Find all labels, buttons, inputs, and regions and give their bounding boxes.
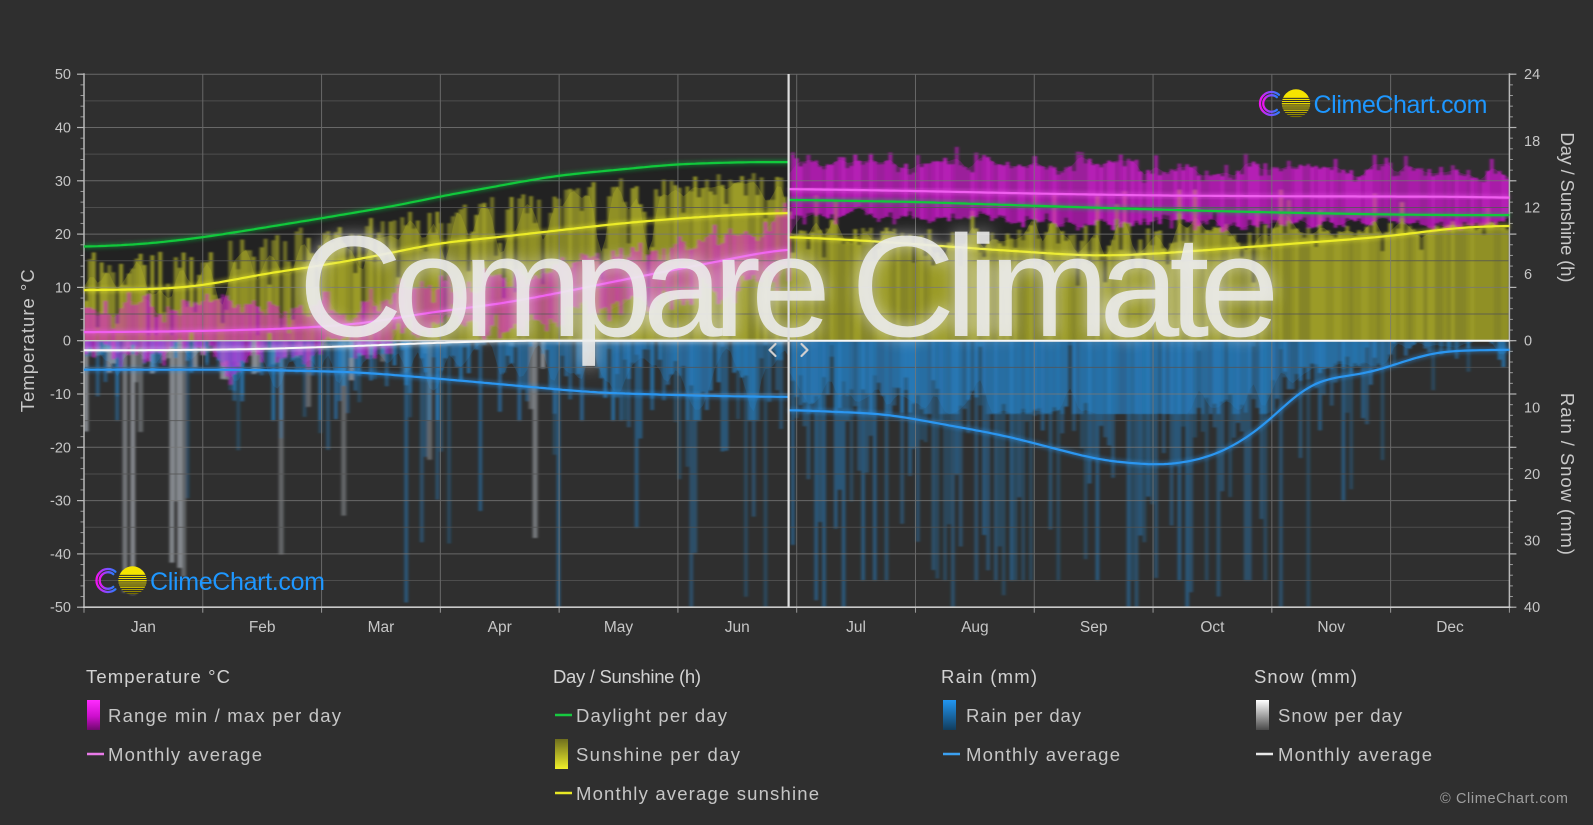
svg-text:Monthly average: Monthly average <box>108 744 262 765</box>
svg-text:30: 30 <box>1524 534 1540 550</box>
svg-text:Snow (mm): Snow (mm) <box>1254 666 1357 687</box>
svg-text:Sunshine per day: Sunshine per day <box>576 744 741 765</box>
svg-text:© ClimeChart.com: © ClimeChart.com <box>1440 791 1568 807</box>
svg-text:20: 20 <box>55 227 71 243</box>
svg-text:-20: -20 <box>50 440 71 456</box>
svg-text:ClimeChart.com: ClimeChart.com <box>150 568 325 596</box>
svg-text:Apr: Apr <box>488 619 512 636</box>
svg-text:May: May <box>604 619 634 636</box>
svg-text:Rain per day: Rain per day <box>966 705 1082 726</box>
svg-text:10: 10 <box>1524 400 1540 416</box>
svg-text:Jul: Jul <box>846 619 866 636</box>
svg-text:24: 24 <box>1524 67 1540 83</box>
svg-text:Jan: Jan <box>131 619 156 636</box>
svg-text:Range min / max per day: Range min / max per day <box>108 705 342 726</box>
svg-text:Mar: Mar <box>368 619 395 636</box>
svg-text:Temperature °C: Temperature °C <box>17 269 38 412</box>
svg-text:6: 6 <box>1524 267 1532 283</box>
svg-text:0: 0 <box>1524 334 1532 350</box>
svg-text:50: 50 <box>55 67 71 83</box>
svg-text:Snow per day: Snow per day <box>1278 705 1403 726</box>
svg-text:Dec: Dec <box>1436 619 1464 636</box>
svg-text:Rain / Snow (mm): Rain / Snow (mm) <box>1557 393 1578 555</box>
svg-text:10: 10 <box>55 280 71 296</box>
svg-text:ClimeChart.com: ClimeChart.com <box>1314 91 1488 119</box>
svg-text:Monthly average sunshine: Monthly average sunshine <box>576 783 819 804</box>
svg-text:12: 12 <box>1524 201 1540 217</box>
svg-text:40: 40 <box>55 121 71 137</box>
svg-text:Sep: Sep <box>1080 619 1108 636</box>
svg-text:Monthly average: Monthly average <box>966 744 1120 765</box>
svg-text:Feb: Feb <box>249 619 276 636</box>
svg-text:Daylight per day: Daylight per day <box>576 705 728 726</box>
svg-text:Jun: Jun <box>725 619 750 636</box>
svg-text:Oct: Oct <box>1200 619 1225 636</box>
svg-text:-50: -50 <box>50 600 71 616</box>
svg-text:Temperature °C: Temperature °C <box>86 666 230 687</box>
svg-text:Nov: Nov <box>1317 619 1345 636</box>
svg-text:18: 18 <box>1524 134 1540 150</box>
svg-text:Rain (mm): Rain (mm) <box>941 666 1037 687</box>
svg-text:30: 30 <box>55 174 71 190</box>
svg-text:Monthly average: Monthly average <box>1278 744 1432 765</box>
svg-text:-30: -30 <box>50 494 71 510</box>
svg-text:Day / Sunshine (h): Day / Sunshine (h) <box>553 666 701 687</box>
svg-text:20: 20 <box>1524 467 1540 483</box>
svg-text:Day / Sunshine (h): Day / Sunshine (h) <box>1557 132 1578 282</box>
svg-text:40: 40 <box>1524 600 1540 616</box>
svg-text:-40: -40 <box>50 547 71 563</box>
svg-text:0: 0 <box>63 334 71 350</box>
svg-text:-10: -10 <box>50 387 71 403</box>
svg-text:Aug: Aug <box>961 619 989 636</box>
